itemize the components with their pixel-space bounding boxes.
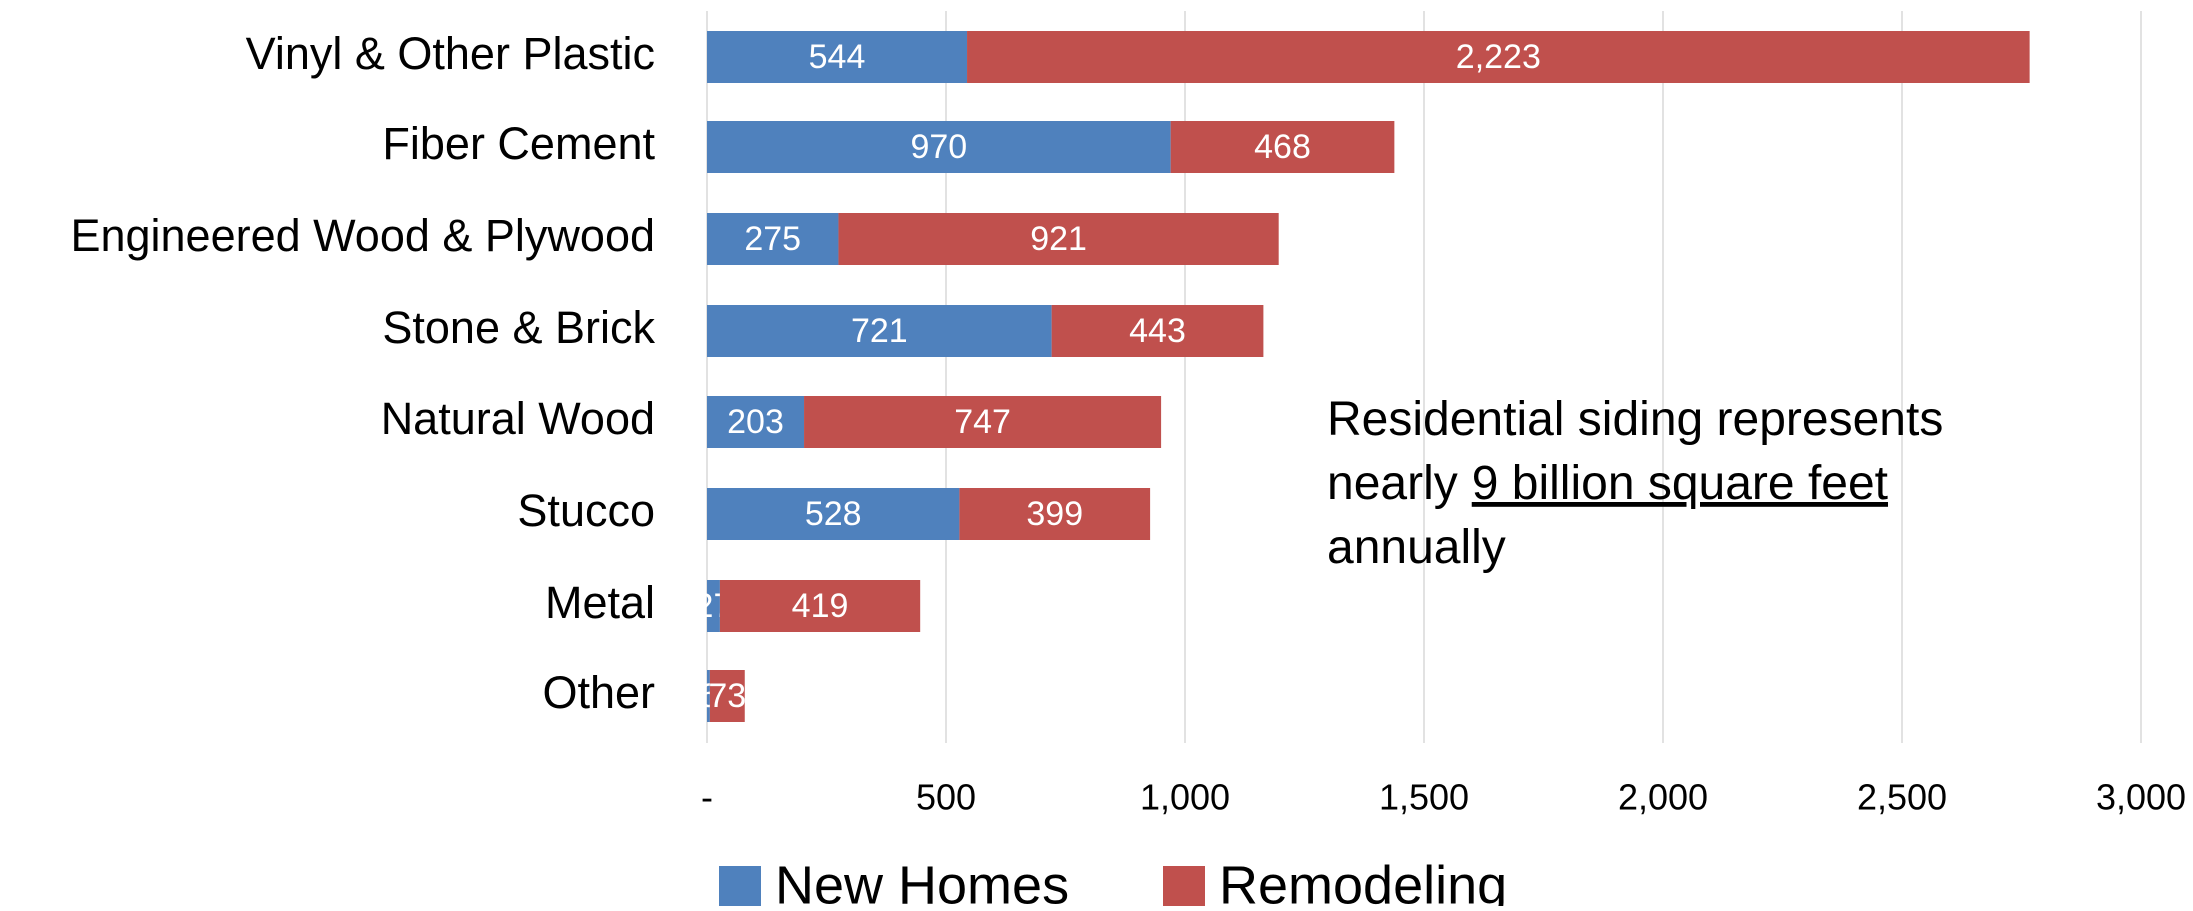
annotation-line: annually (1327, 521, 1506, 574)
bar-segment (1170, 121, 1395, 173)
bar-segment (707, 305, 1052, 357)
value-label: 73 (708, 677, 746, 715)
annotation-line: nearly (1327, 457, 1458, 510)
bar-segment (707, 213, 839, 265)
value-label: 544 (809, 38, 866, 76)
bar-segment (707, 670, 710, 722)
value-label: 419 (792, 587, 849, 625)
value-label: 399 (1026, 495, 1083, 533)
category-label: Natural Wood (381, 393, 655, 444)
annotation-line: 9 billion square feet (1472, 457, 1888, 510)
x-tick-label: - (701, 777, 713, 818)
category-label: Engineered Wood & Plywood (70, 210, 655, 261)
annotation: Residential siding represents nearly 9 bil… (1327, 393, 1943, 574)
legend-swatch (1163, 866, 1205, 908)
bar-segment (707, 396, 805, 448)
x-tick-label: 3,000 (2096, 777, 2186, 818)
bar-segment (719, 580, 921, 632)
value-label: 443 (1129, 312, 1186, 350)
value-label: 921 (1030, 220, 1087, 258)
bar-segment (804, 396, 1162, 448)
category-label: Stone & Brick (382, 302, 655, 353)
value-label: 970 (910, 128, 967, 166)
bar-segment (707, 488, 960, 540)
value-label: 2,223 (1456, 38, 1541, 76)
value-label: 203 (727, 403, 784, 441)
bar-segment (709, 670, 745, 722)
value-label: 468 (1254, 128, 1311, 166)
value-label: 275 (744, 220, 801, 258)
bar-segment (707, 31, 968, 83)
x-tick-label: 1,500 (1379, 777, 1469, 818)
category-label: Metal (545, 577, 655, 628)
legend-label: Remodeling (1219, 855, 1507, 906)
value-label: 721 (851, 312, 908, 350)
bar-segment (959, 488, 1151, 540)
category-label: Other (542, 667, 655, 718)
category-label: Vinyl & Other Plastic (246, 28, 655, 79)
value-label: 528 (805, 495, 862, 533)
category-label: Stucco (517, 485, 655, 536)
bar-segment (967, 31, 2030, 83)
x-tick-label: 2,000 (1618, 777, 1708, 818)
value-label: 747 (954, 403, 1011, 441)
category-label: Fiber Cement (382, 118, 655, 169)
bar-segment (707, 121, 1171, 173)
legend-swatch (719, 866, 761, 908)
x-tick-label: 2,500 (1857, 777, 1947, 818)
annotation-line: Residential siding represents (1327, 393, 1943, 446)
bar-segment (838, 213, 1279, 265)
x-tick-label: 1,000 (1140, 777, 1230, 818)
bar-segment (707, 580, 720, 632)
bar-segment (1051, 305, 1264, 357)
x-tick-label: 500 (916, 777, 976, 818)
legend-label: New Homes (775, 855, 1069, 906)
